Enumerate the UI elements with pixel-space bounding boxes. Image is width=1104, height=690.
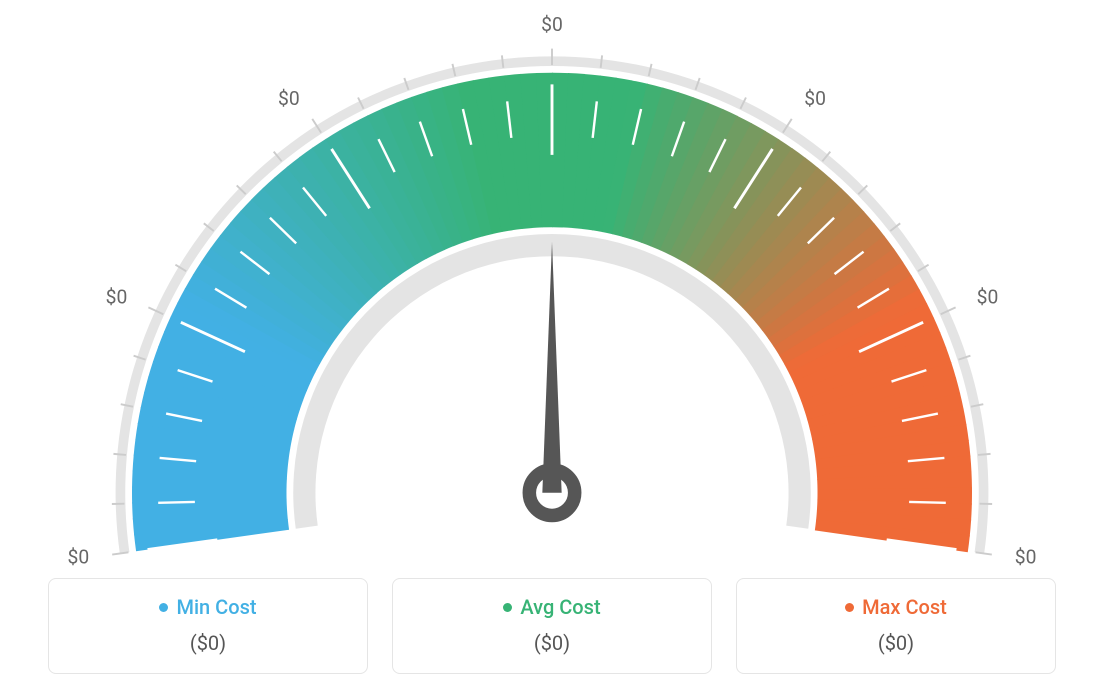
legend-label-avg: Avg Cost [520,595,600,619]
legend-dot-max [845,603,854,612]
svg-text:$0: $0 [541,13,563,36]
legend-row: Min Cost ($0) Avg Cost ($0) Max Cost ($0… [0,578,1104,674]
svg-text:$0: $0 [1015,546,1037,569]
legend-title-max: Max Cost [845,595,947,619]
svg-text:$0: $0 [106,286,128,309]
legend-dot-min [159,603,168,612]
svg-text:$0: $0 [278,87,300,110]
legend-card-max: Max Cost ($0) [736,578,1056,674]
gauge-chart: $0$0$0$0$0$0$0 [0,0,1104,560]
cost-gauge-container: $0 $0 $0 $0 $0 $0 $0 Min Cost ($0) Avg Cost ($… [0,0,1104,690]
legend-card-avg: Avg Cost ($0) [392,578,712,674]
svg-text:$0: $0 [977,286,999,309]
svg-text:$0: $0 [68,546,90,569]
legend-value-min: ($0) [69,631,347,655]
legend-label-min: Min Cost [176,595,256,619]
legend-dot-avg [503,603,512,612]
legend-title-avg: Avg Cost [503,595,600,619]
legend-value-max: ($0) [757,631,1035,655]
legend-card-min: Min Cost ($0) [48,578,368,674]
gauge-svg: $0 $0 $0 $0 $0 $0 $0 [52,10,1052,570]
legend-label-max: Max Cost [862,595,947,619]
legend-title-min: Min Cost [159,595,256,619]
svg-text:$0: $0 [804,87,826,110]
legend-value-avg: ($0) [413,631,691,655]
